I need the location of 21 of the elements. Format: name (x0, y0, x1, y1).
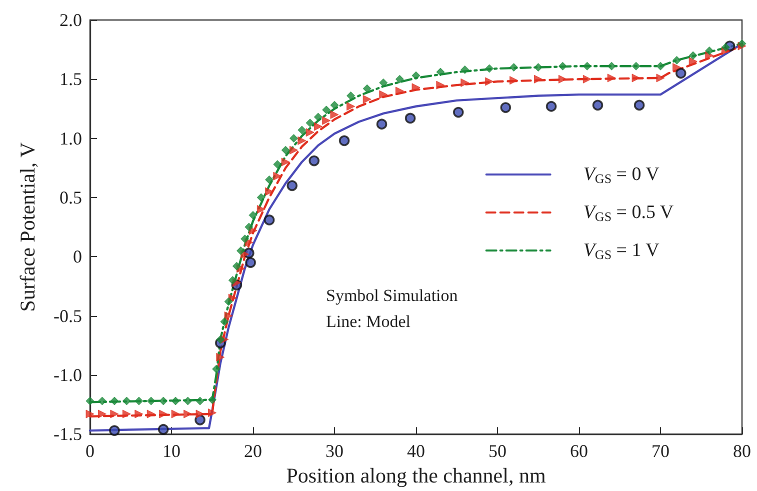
x-tick-label: 30 (326, 441, 344, 462)
x-tick-label: 70 (652, 441, 670, 462)
x-tick-label: 50 (488, 441, 506, 462)
y-tick-label: 0.5 (60, 187, 82, 208)
x-tick-label: 80 (733, 441, 751, 462)
x-axis-title: Position along the channel, nm (286, 464, 546, 488)
y-tick-label: -1.5 (54, 424, 82, 444)
x-tick-label: 20 (244, 441, 262, 462)
y-tick-label: 0 (73, 246, 82, 267)
y-tick-label: -1.0 (54, 364, 82, 385)
x-tick-label: 10 (162, 441, 180, 462)
y-tick-label: 1.0 (60, 128, 82, 148)
x-tick-label: 60 (570, 441, 588, 462)
y-tick-label: 1.5 (60, 69, 82, 90)
annotation: Line: Model (326, 312, 411, 331)
x-tick-label: 40 (407, 441, 425, 462)
y-tick-label: 2.0 (60, 10, 82, 30)
y-tick-label: -0.5 (54, 306, 82, 326)
x-tick-label: 0 (86, 441, 94, 462)
y-axis-title: Surface Potential, V (16, 142, 40, 312)
annotation: Symbol Simulation (326, 286, 458, 305)
